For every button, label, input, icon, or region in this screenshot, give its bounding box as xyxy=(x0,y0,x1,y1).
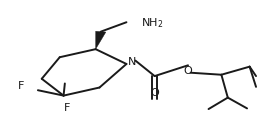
Text: N: N xyxy=(128,57,136,67)
Text: F: F xyxy=(64,103,71,113)
Text: F: F xyxy=(18,81,25,91)
Polygon shape xyxy=(96,31,106,49)
Text: O: O xyxy=(184,66,192,76)
Text: NH$_2$: NH$_2$ xyxy=(141,16,163,30)
Text: O: O xyxy=(150,88,159,98)
